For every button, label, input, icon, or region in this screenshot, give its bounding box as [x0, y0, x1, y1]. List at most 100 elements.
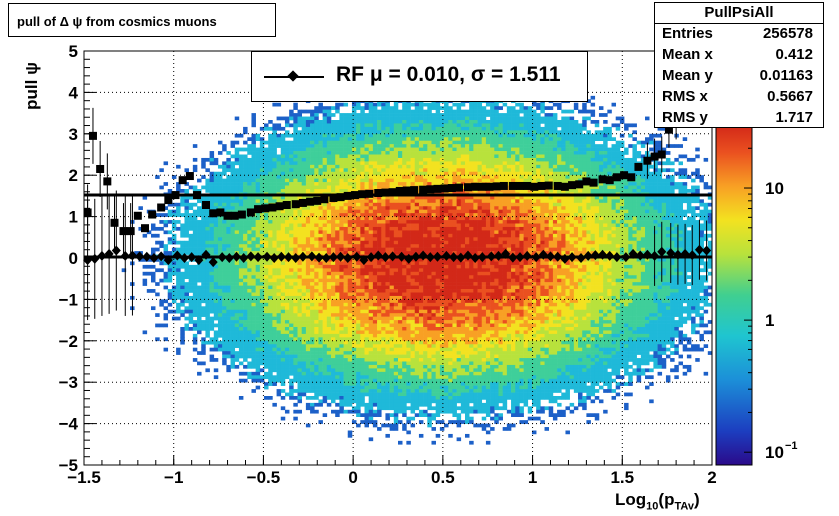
- heatmap-cell: [548, 223, 554, 228]
- heatmap-cell: [569, 213, 575, 217]
- heatmap-cell: [167, 213, 173, 217]
- heatmap-cell: [410, 220, 416, 224]
- heatmap-cell: [527, 157, 533, 162]
- heatmap-cell: [201, 209, 206, 214]
- heatmap-cell: [351, 133, 357, 138]
- heatmap-cell: [598, 213, 604, 217]
- heatmap-cell: [523, 220, 529, 224]
- heatmap-cell: [213, 216, 219, 221]
- heatmap-cell: [356, 185, 361, 190]
- heatmap-cell: [402, 251, 407, 255]
- heatmap-cell: [649, 244, 654, 248]
- heatmap-cell: [377, 199, 382, 204]
- heatmap-cell: [184, 206, 189, 210]
- heatmap-cell: [310, 137, 315, 141]
- heatmap-cell: [695, 226, 700, 231]
- heatmap-cell: [544, 144, 550, 148]
- heatmap-cell: [243, 161, 248, 166]
- heatmap-cell: [619, 202, 625, 207]
- heatmap-cell: [590, 144, 596, 148]
- heatmap-cell: [402, 137, 407, 141]
- heatmap-cell: [410, 157, 416, 162]
- heatmap-cell: [657, 199, 663, 204]
- heatmap-cell: [339, 133, 344, 138]
- heatmap-cell: [222, 178, 227, 183]
- heatmap-cell: [615, 123, 621, 128]
- heatmap-cell: [259, 175, 265, 179]
- heatmap-cell: [393, 161, 399, 166]
- heatmap-cell: [356, 230, 361, 235]
- heatmap-cell: [552, 133, 558, 138]
- heatmap-cell: [540, 120, 545, 124]
- heatmap-cell: [272, 168, 277, 173]
- heatmap-cell: [582, 140, 587, 145]
- heatmap-cell: [385, 137, 390, 141]
- heatmap-cell: [594, 240, 600, 245]
- heatmap-cell: [511, 175, 516, 179]
- heatmap-cell: [393, 240, 399, 245]
- heatmap-cell: [192, 244, 198, 248]
- heatmap-cell: [707, 185, 712, 190]
- heatmap-cell: [326, 199, 332, 204]
- heatmap-cell: [661, 237, 667, 242]
- heatmap-cell: [611, 237, 617, 242]
- heatmap-cell: [699, 209, 704, 214]
- heatmap-cell: [607, 247, 612, 252]
- heatmap-cell: [548, 120, 554, 124]
- heatmap-cell: [573, 106, 579, 110]
- heatmap-cell: [222, 185, 227, 190]
- heatmap-cell: [368, 154, 374, 159]
- heatmap-cell: [284, 168, 290, 173]
- heatmap-cell: [356, 209, 361, 214]
- heatmap-cell: [481, 240, 487, 245]
- heatmap-cell: [301, 175, 307, 179]
- heatmap-cell: [364, 182, 369, 186]
- heatmap-cell: [573, 161, 579, 166]
- heatmap-cell: [331, 178, 336, 183]
- heatmap-cell: [184, 213, 189, 217]
- heatmap-cell: [347, 199, 353, 204]
- heatmap-cell: [578, 195, 583, 200]
- heatmap-cell: [552, 223, 558, 228]
- heatmap-cell: [578, 140, 583, 145]
- heatmap-cell: [276, 102, 282, 107]
- heatmap-cell: [423, 216, 428, 221]
- heatmap-cell: [502, 175, 508, 179]
- heatmap-cell: [557, 206, 562, 210]
- heatmap-cell: [607, 133, 612, 138]
- heatmap-cell: [657, 140, 663, 145]
- heatmap-cell: [636, 209, 642, 214]
- heatmap-cell: [289, 154, 294, 159]
- heatmap-cell: [364, 226, 369, 231]
- heatmap-cell: [649, 185, 654, 190]
- heatmap-cell: [548, 113, 554, 117]
- heatmap-cell: [527, 206, 533, 210]
- heatmap-cell: [515, 226, 520, 231]
- heatmap-cell: [678, 171, 683, 176]
- heatmap-cell: [540, 195, 545, 200]
- heatmap-cell: [385, 130, 390, 135]
- heatmap-cell: [515, 161, 520, 166]
- heatmap-cell: [339, 220, 344, 224]
- heatmap-cell: [506, 233, 512, 238]
- heatmap-cell: [280, 247, 286, 252]
- heatmap-cell: [222, 247, 227, 252]
- heatmap-cell: [301, 140, 307, 145]
- heatmap-cell: [502, 209, 508, 214]
- heatmap-cell: [569, 178, 575, 183]
- heatmap-cell: [381, 157, 386, 162]
- heatmap-cell: [573, 130, 579, 135]
- heatmap-cell: [490, 189, 495, 193]
- heatmap-cell: [695, 233, 700, 238]
- heatmap-cell: [406, 144, 411, 148]
- heatmap-cell: [351, 247, 357, 252]
- heatmap-cell: [372, 175, 378, 179]
- heatmap-cell: [494, 206, 499, 210]
- heatmap-cell: [444, 216, 449, 221]
- heatmap-cell: [670, 161, 675, 166]
- heatmap-cell: [498, 144, 503, 148]
- heatmap-cell: [381, 116, 386, 121]
- heatmap-cell: [557, 137, 562, 141]
- heatmap-cell: [494, 123, 499, 128]
- heatmap-cell: [611, 164, 617, 169]
